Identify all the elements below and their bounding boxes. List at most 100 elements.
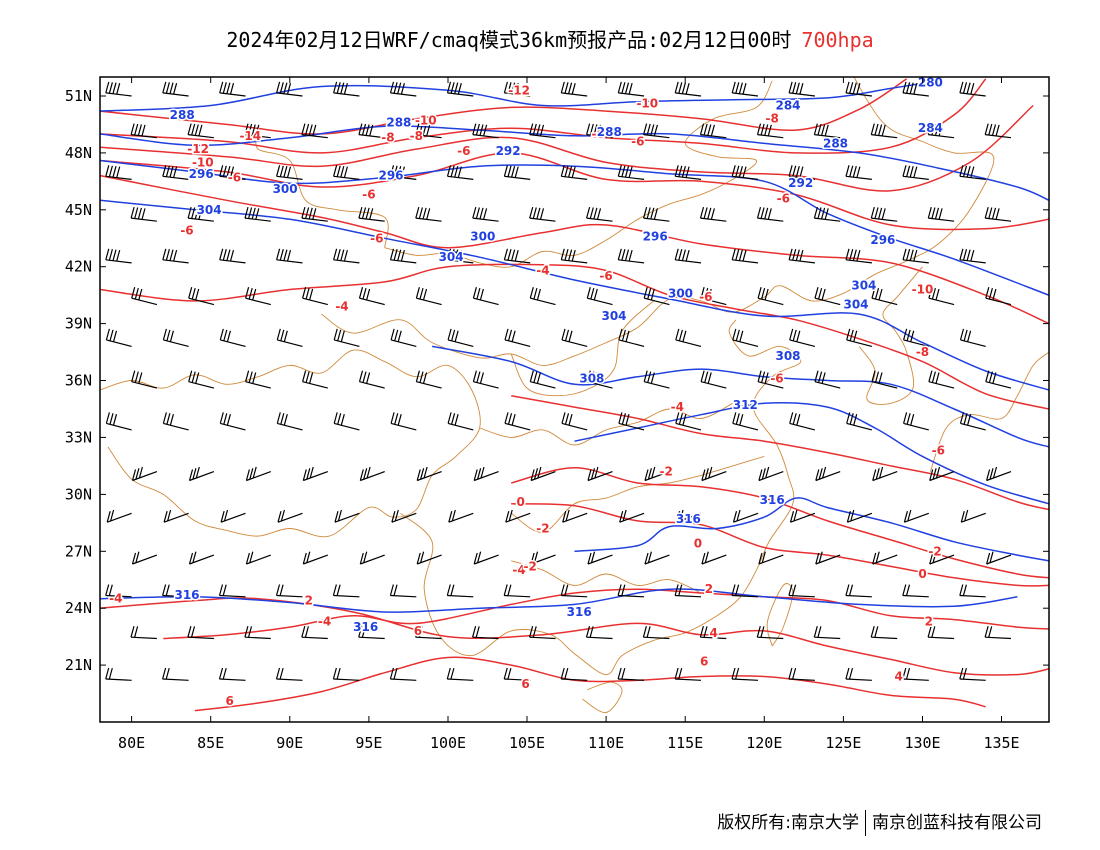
temperature-label: 2 [305,594,313,608]
temperature-contour-line [100,104,1034,192]
temperature-label: 6 [226,694,234,708]
wind-barb [245,370,271,389]
wind-barb [389,584,417,598]
temperature-label: 0 [517,495,525,509]
y-tick-label: 21N [65,656,92,674]
temperature-contour-line [100,78,908,135]
wind-barb [788,165,815,180]
temperature-label: 0 [918,567,926,581]
wind-barb [105,328,132,347]
wind-barb [902,81,929,97]
wind-barb [845,584,872,598]
height-label: 292 [496,144,521,158]
wind-barb [617,667,645,681]
wind-barb [756,123,784,139]
wind-barb [415,626,442,640]
wind-barb [845,248,872,264]
height-contour-line [100,80,939,112]
wind-barb [619,509,645,523]
pressure-level-label: 700hpa [801,28,874,52]
wind-barb [788,81,815,97]
wind-barb [984,123,1012,139]
wind-barb [473,551,499,565]
wind-barb [505,509,531,523]
wind-barb [560,81,588,97]
height-label: 288 [597,125,622,139]
wind-barb [131,287,158,306]
wind-barb [276,328,303,347]
border-line [511,560,702,594]
wind-barb [587,551,613,565]
wind-barb [302,551,329,565]
temperature-label: -4 [109,592,122,606]
temperature-label: 6 [521,677,529,691]
x-tick-label: 105E [509,734,545,752]
wind-barb [674,165,702,180]
wind-barb [245,466,272,482]
wind-barb [959,328,986,347]
height-label: 300 [470,229,495,243]
wind-barb [187,206,214,222]
wind-barb [529,626,556,640]
wind-barb [560,165,588,180]
wind-barb [984,206,1012,222]
wind-barb [333,165,360,180]
wind-barb [986,466,1012,482]
wind-barb [131,370,158,389]
wind-barb [162,667,189,681]
wind-barb [927,123,955,139]
wind-barb [245,287,271,306]
wind-barb [105,165,132,180]
wind-barb [617,81,645,97]
wind-barb [472,206,499,222]
height-label: 304 [439,250,464,264]
temperature-label: -2 [660,465,673,479]
wind-barb [699,123,727,139]
wind-barb [814,370,841,389]
wind-barb [674,81,702,97]
wind-barb [871,370,898,389]
border-line [582,681,623,713]
temperature-label: 6 [700,654,708,668]
wind-barb [560,248,588,264]
wind-barb [846,328,873,347]
temperature-label: 4 [895,670,903,684]
wind-barb [503,81,531,97]
wind-barb [162,165,189,180]
wind-barb [390,412,417,431]
wind-barb [732,328,759,347]
wind-barb [359,466,385,482]
wind-barb [642,626,670,640]
height-label: 296 [189,167,214,181]
wind-barb [447,412,474,431]
temperature-contour-line [511,503,1049,587]
wind-barb [903,328,929,347]
wind-barb [105,667,132,681]
wind-barb [643,123,670,139]
wind-barb [188,466,215,482]
wind-barb [390,328,417,347]
wind-barb [358,206,385,222]
wind-barb [732,509,759,523]
wind-barb [530,466,556,482]
y-tick-label: 51N [65,87,92,105]
wind-barb [758,466,784,482]
wind-barb [446,165,474,180]
temperature-label: -4 [512,563,525,577]
wind-barb [162,412,189,431]
wind-barb [503,584,531,598]
wind-barb [560,667,588,681]
border-line [766,583,794,647]
wind-barb [643,206,670,222]
wind-barb [789,328,816,347]
wind-barb [871,287,898,306]
wind-barb [389,81,417,97]
wind-barb [587,466,613,482]
wind-barb [674,584,702,598]
wind-barb [446,667,474,681]
wind-barb [415,206,442,222]
wind-barb [731,248,759,264]
wind-barb [106,509,132,523]
temperature-contour-line [100,263,1049,410]
x-tick-label: 85E [197,734,224,752]
